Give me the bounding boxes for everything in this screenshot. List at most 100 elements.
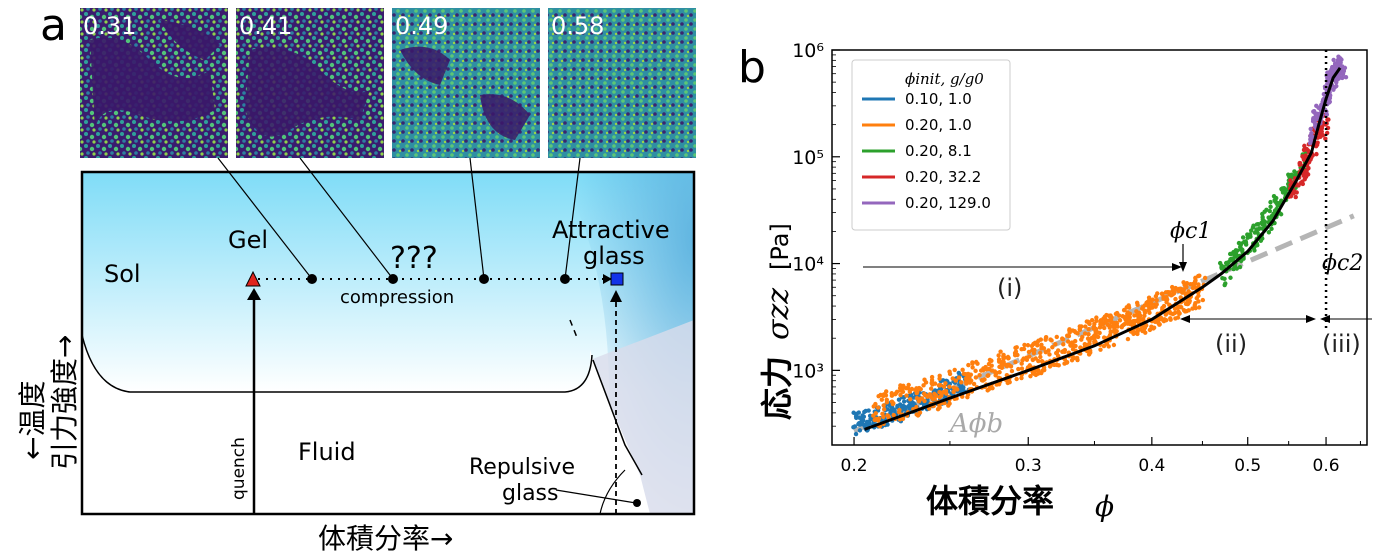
data-point	[904, 393, 909, 398]
annotation-fit: Aϕb	[948, 409, 1003, 439]
data-point	[1086, 319, 1091, 324]
data-point	[1266, 230, 1272, 235]
data-point	[1089, 318, 1095, 323]
data-point	[892, 408, 897, 414]
data-point	[896, 410, 902, 415]
data-point	[974, 359, 979, 365]
data-point	[1300, 154, 1305, 159]
data-point	[1334, 80, 1339, 85]
legend: ϕinit, g/g0 0.10, 1.0 0.20, 1.0 0.20, 8.1 0…	[851, 59, 1011, 231]
data-point	[1340, 72, 1346, 77]
data-point	[1065, 339, 1071, 344]
data-point	[1082, 331, 1088, 336]
svg-text:[Pa]: [Pa]	[766, 223, 794, 270]
data-point	[1311, 115, 1316, 121]
data-point	[1168, 311, 1173, 316]
data-point	[852, 424, 858, 429]
data-point	[1176, 304, 1181, 309]
data-point	[996, 353, 1001, 358]
data-point	[1172, 290, 1177, 295]
x-axis-label: 体積分率→	[318, 522, 453, 555]
snapshot-0.41	[236, 8, 384, 158]
data-point	[1147, 327, 1153, 333]
data-point	[939, 393, 944, 398]
fluid-boundary	[82, 335, 650, 514]
data-point	[1032, 371, 1037, 376]
data-point	[1314, 116, 1319, 121]
data-point	[851, 410, 856, 415]
data-point	[933, 393, 939, 399]
data-point	[1150, 305, 1155, 310]
data-point	[1319, 129, 1324, 134]
data-point	[1181, 287, 1187, 292]
data-point	[996, 382, 1002, 387]
data-point	[1072, 355, 1077, 361]
data-point	[1186, 289, 1191, 294]
data-point	[1237, 264, 1243, 270]
x-tick-label: 0.2	[841, 456, 868, 476]
data-point	[1219, 266, 1224, 271]
data-point	[1331, 57, 1336, 63]
legend-entry: 0.20, 1.0	[905, 116, 972, 134]
data-point	[907, 396, 913, 402]
data-point	[857, 428, 863, 433]
data-point	[1259, 220, 1264, 226]
data-point	[1075, 357, 1080, 363]
label-unknown: ???	[390, 241, 438, 276]
data-point	[906, 382, 911, 388]
data-point	[1200, 297, 1206, 303]
data-point	[1184, 281, 1190, 286]
data-point	[1192, 303, 1197, 308]
data-point	[1091, 324, 1097, 329]
data-point	[1047, 364, 1053, 369]
data-point	[1098, 347, 1103, 352]
data-point	[943, 381, 948, 386]
data-point	[1123, 317, 1128, 322]
data-point	[1271, 211, 1276, 216]
data-point	[971, 381, 977, 387]
data-point	[1161, 296, 1166, 301]
data-point	[947, 384, 952, 389]
data-point	[1146, 307, 1151, 313]
data-point	[1337, 55, 1343, 61]
legend-entry: 0.20, 129.0	[905, 194, 991, 212]
data-point	[853, 431, 859, 437]
data-point	[1111, 342, 1117, 348]
data-point	[947, 369, 952, 374]
series-1	[871, 273, 1208, 429]
data-point	[929, 380, 935, 385]
data-point	[1014, 376, 1019, 382]
snapshot-label-0.58: 0.58	[551, 12, 604, 40]
data-point	[985, 373, 990, 379]
data-point	[1030, 347, 1035, 353]
data-point	[897, 385, 903, 391]
data-point	[1035, 343, 1040, 348]
data-point	[1004, 362, 1010, 368]
data-point	[936, 383, 942, 388]
data-point	[889, 405, 895, 410]
data-point	[929, 374, 935, 380]
data-point	[1122, 321, 1128, 327]
data-point	[856, 415, 862, 420]
data-point	[1281, 188, 1286, 193]
data-point	[889, 391, 894, 396]
data-point	[879, 397, 885, 402]
data-point	[1292, 172, 1298, 178]
data-point	[1182, 291, 1188, 296]
data-point	[941, 384, 947, 389]
data-point	[857, 422, 863, 427]
snapshot-label-0.31: 0.31	[83, 12, 136, 40]
data-point	[895, 403, 900, 409]
data-point	[860, 413, 865, 418]
data-point	[856, 410, 862, 415]
data-point	[1255, 242, 1260, 248]
data-point	[1088, 350, 1093, 355]
y-tick-label: 10⁶	[792, 40, 824, 62]
legend-title: ϕinit, g/g0	[905, 70, 984, 88]
data-point	[1330, 71, 1335, 76]
y-axis-label-attraction: 引力強度→	[48, 335, 81, 470]
data-point	[928, 394, 934, 399]
data-point	[918, 386, 923, 392]
data-point	[1301, 147, 1307, 153]
data-point	[1113, 311, 1119, 317]
